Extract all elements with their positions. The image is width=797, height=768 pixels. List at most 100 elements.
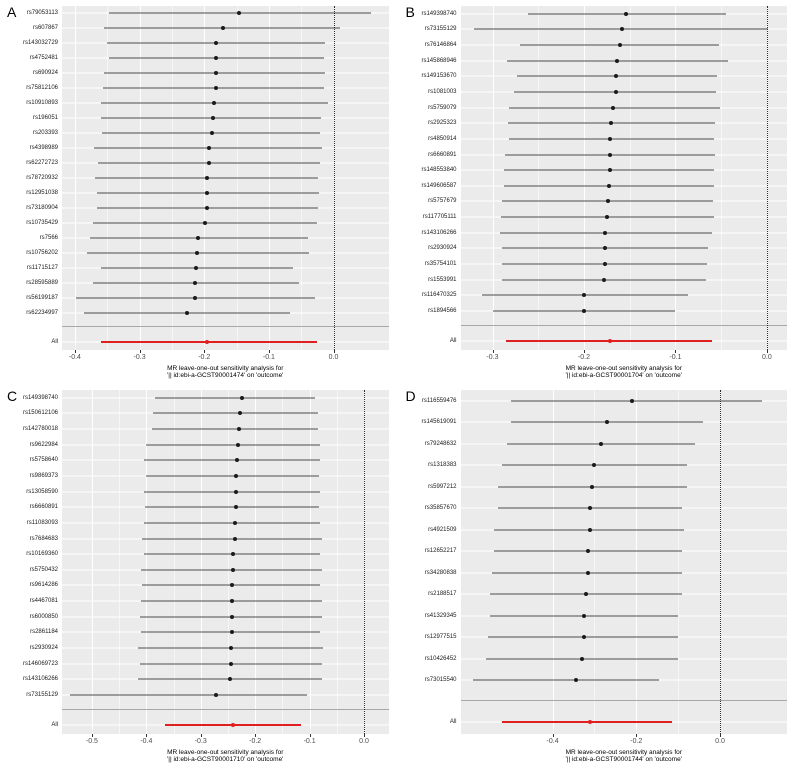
x-tick-label: -0.4 (68, 354, 81, 361)
row-label-snp: rs5758640 (29, 457, 58, 464)
x-tick-mark (552, 734, 554, 737)
point-estimate-snp (228, 677, 233, 682)
minor-gridline (282, 390, 284, 734)
point-estimate-snp (209, 131, 214, 136)
point-estimate-snp (213, 86, 218, 91)
zero-reference-line (333, 6, 335, 350)
axis-caption: MR leave-one-out sensitivity analysis fo… (62, 364, 389, 382)
point-estimate-snp (603, 246, 607, 251)
point-estimate-snp (213, 692, 218, 697)
point-estimate-snp (233, 505, 238, 510)
row-label-snp: rs149398740 (421, 10, 457, 17)
ci-bar-snp (146, 444, 321, 446)
all-separator-line (460, 699, 787, 701)
point-estimate-snp (602, 277, 607, 282)
row-label-snp: rs6000850 (29, 613, 58, 620)
ci-bar-snp (146, 475, 320, 477)
row-label-snp: rs10735429 (26, 219, 58, 226)
x-tick-label: -0.4 (140, 738, 153, 745)
x-tick-label: -0.1 (669, 354, 682, 361)
point-estimate-snp (611, 105, 616, 110)
ci-bar-snp (151, 428, 318, 430)
ci-bar-snp (141, 538, 322, 540)
row-label-snp: rs149153670 (421, 73, 457, 80)
snp-labels-column: rs79053113 rs607867 rs143032729 rs4752481 rs… (4, 6, 62, 350)
point-estimate-snp (590, 484, 595, 489)
x-tick-mark (333, 350, 335, 353)
point-estimate-snp (185, 310, 190, 315)
row-label-snp: rs203393 (32, 130, 58, 137)
point-estimate-snp (232, 536, 237, 541)
point-estimate-snp (192, 295, 197, 300)
row-label-snp: rs143106266 (421, 229, 457, 236)
major-gridline (255, 390, 257, 734)
minor-gridline (678, 390, 680, 734)
point-estimate-snp (195, 250, 200, 255)
ci-bar-all (502, 721, 672, 724)
minor-gridline (629, 6, 631, 350)
x-tick-mark (309, 734, 311, 737)
point-estimate-snp (211, 116, 216, 121)
point-estimate-snp (213, 71, 218, 76)
major-gridline (309, 390, 311, 734)
point-estimate-snp (586, 549, 591, 554)
ci-bar-snp (143, 491, 321, 493)
point-estimate-snp (211, 101, 216, 106)
minor-gridline (594, 390, 596, 734)
zero-reference-line (766, 6, 768, 350)
major-gridline (552, 390, 554, 734)
ci-bar-snp (154, 397, 316, 399)
point-estimate-snp (613, 90, 618, 94)
ci-bar-snp (473, 679, 660, 681)
panel-A: A rs79053113 rs607867 rs143032729 rs4752481… (0, 0, 399, 384)
point-estimate-snp (204, 205, 209, 210)
point-estimate-snp (237, 411, 242, 416)
point-estimate-snp (584, 592, 589, 597)
ci-bar-snp (143, 459, 321, 461)
row-label-snp: rs56199187 (26, 294, 58, 301)
row-label-snp: rs62272723 (26, 160, 58, 167)
point-estimate-snp (581, 293, 586, 298)
row-label-snp: rs116470325 (421, 292, 457, 299)
axis-caption: MR leave-one-out sensitivity analysis fo… (62, 748, 389, 766)
x-tick-mark (146, 734, 148, 737)
row-label-snp: rs7684683 (29, 535, 58, 542)
x-tick-label: 0.0 (328, 354, 339, 361)
point-estimate-snp (624, 11, 629, 16)
x-tick-label: -0.2 (249, 738, 262, 745)
minor-gridline (538, 6, 540, 350)
point-estimate-all (588, 720, 593, 725)
x-tick-label: -0.2 (577, 354, 590, 361)
row-label-snp: rs28595889 (26, 279, 58, 286)
point-estimate-snp (630, 398, 635, 403)
point-estimate-snp (614, 58, 619, 63)
row-label-snp: rs2930924 (428, 245, 457, 252)
caption-line-1: MR leave-one-out sensitivity analysis fo… (167, 365, 284, 372)
row-label-snp: rs79053113 (26, 10, 58, 17)
x-tick-label: 0.0 (359, 738, 369, 745)
row-label-snp: rs62234997 (26, 309, 58, 316)
row-label-snp: rs145619091 (421, 419, 457, 426)
point-estimate-snp (607, 168, 612, 173)
row-label-snp: rs6660891 (29, 504, 58, 511)
row-label-snp: rs145868946 (421, 57, 457, 64)
major-gridline (583, 6, 585, 350)
point-estimate-snp (235, 442, 240, 447)
panel-D: D rs116559476 rs145619091 rs79248632 rs1318… (399, 384, 797, 768)
axis-caption: MR leave-one-out sensitivity analysis fo… (461, 748, 788, 766)
row-label-snp: rs9869373 (29, 473, 58, 479)
major-gridline (636, 390, 638, 734)
row-label-snp: rs78720932 (26, 175, 58, 181)
x-tick-label: -0.1 (262, 354, 275, 361)
panel-letter: A (7, 4, 17, 20)
point-estimate-snp (588, 527, 593, 532)
row-label-snp: rs2925323 (428, 120, 457, 127)
row-label-snp: rs4850914 (428, 135, 457, 142)
point-estimate-snp (581, 613, 586, 618)
row-label-snp: rs2861184 (30, 629, 58, 636)
caption-line-1: MR leave-one-out sensitivity analysis fo… (167, 749, 284, 756)
x-tick-label: -0.3 (486, 354, 499, 361)
row-label-snp: rs1081003 (428, 89, 457, 95)
point-estimate-snp (192, 280, 197, 285)
point-estimate-snp (236, 427, 241, 432)
